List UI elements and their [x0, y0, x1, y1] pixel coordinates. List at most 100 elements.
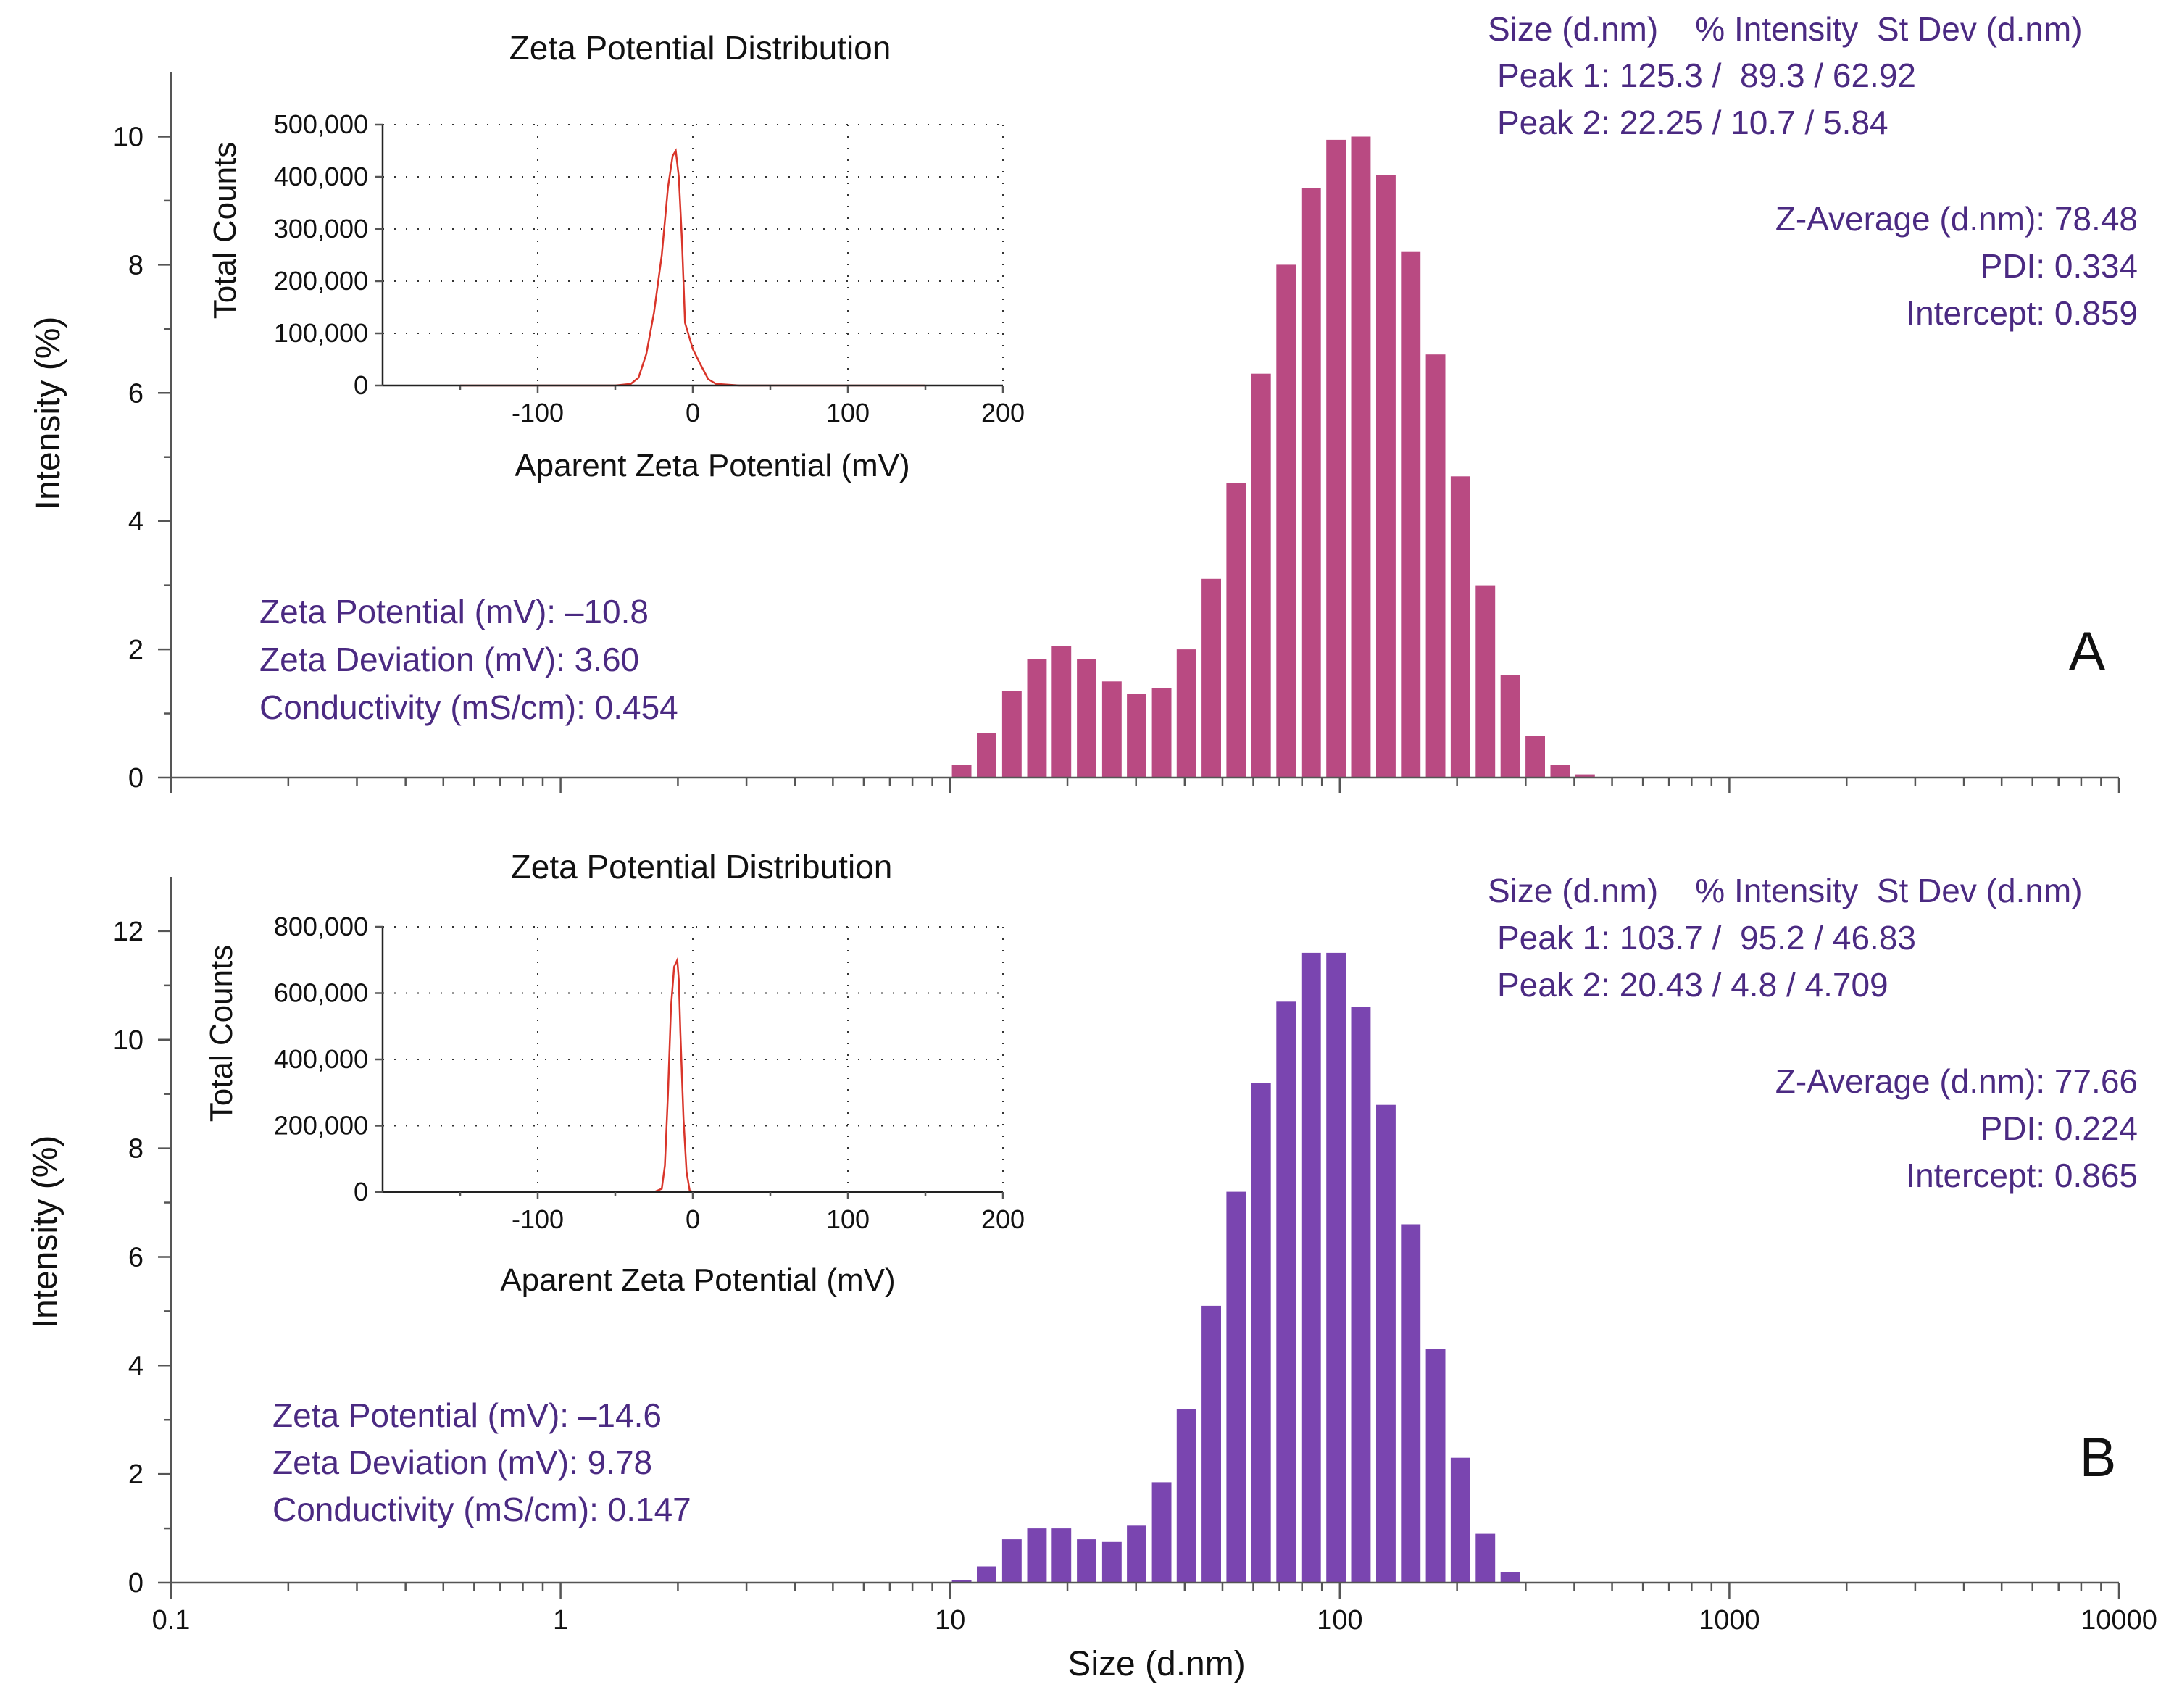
size-bar-a-14 — [1301, 188, 1321, 778]
x-tick-label: 100 — [1317, 1605, 1362, 1636]
inset-title-a: Zeta Potential Distribution — [509, 29, 891, 67]
inset-x-axis-title-b: Aparent Zeta Potential (mV) — [500, 1262, 895, 1298]
y-ticks-b: 0 2 4 6 8 10 12 — [113, 917, 171, 1599]
peak-stats-a: Size (d.nm) % Intensity St Dev (d.nm) Pe… — [1488, 10, 2138, 332]
size-bar-a-19 — [1425, 354, 1446, 778]
size-bar-a-2 — [1001, 691, 1022, 778]
size-bar-b-4 — [1051, 1528, 1072, 1583]
inset-x-tick-label-a: -100 — [512, 398, 564, 428]
z-average-a: Z-Average (d.nm): 78.48 — [1775, 200, 2138, 238]
inset-x-tick-label-a: 200 — [981, 398, 1025, 428]
inset-y-tick-label-a: 0 — [354, 370, 368, 400]
pdi-b: PDI: 0.224 — [1981, 1109, 2138, 1147]
zeta-summary-b: Zeta Potential (mV): –14.6 Zeta Deviatio… — [272, 1396, 691, 1528]
inset-x-ticks-b: -100 0 100 200 — [459, 1192, 1025, 1234]
inset-y-tick-label-b: 200,000 — [274, 1111, 368, 1141]
inset-line-b — [460, 956, 925, 1193]
size-bar-a-4 — [1051, 646, 1072, 778]
size-bar-b-20 — [1450, 1457, 1470, 1583]
size-bar-a-23 — [1525, 736, 1545, 778]
size-bar-b-5 — [1077, 1539, 1096, 1583]
y-axis-title-a: Intensity (%) — [29, 317, 67, 510]
inset-x-tick-label-b: 100 — [826, 1204, 870, 1234]
inset-y-tick-label-a: 500,000 — [274, 109, 368, 139]
inset-x-tick-label-b: 0 — [686, 1204, 700, 1234]
size-bar-b-12 — [1251, 1083, 1271, 1583]
inset-x-ticks-a: -100 0 100 200 — [459, 386, 1025, 428]
y-tick-label-b: 6 — [128, 1242, 143, 1272]
x-ticks-b: 0.1 1 10 100 1000 10000 — [152, 1583, 2157, 1636]
size-bar-a-17 — [1376, 175, 1396, 778]
z-average-b: Z-Average (d.nm): 77.66 — [1775, 1062, 2138, 1100]
x-tick-label: 10000 — [2081, 1605, 2157, 1636]
size-bar-b-10 — [1201, 1305, 1221, 1583]
x-ticks-a — [170, 778, 2120, 793]
inset-zeta-a: Zeta Potential Distribution 0 100,000 200,… — [207, 29, 1025, 483]
size-bar-a-7 — [1127, 694, 1146, 778]
y-tick-label-a: 4 — [128, 507, 143, 537]
y-ticks-a: 0 2 4 6 8 10 — [113, 122, 171, 793]
size-bar-a-24 — [1550, 765, 1570, 778]
size-bar-a-20 — [1450, 476, 1470, 778]
x-axis-title: Size (d.nm) — [1067, 1645, 1245, 1683]
inset-y-ticks-a: 0 100,000 200,000 300,000 400,000 500,000 — [274, 109, 383, 400]
peak-2-b: Peak 2: 20.43 / 4.8 / 4.709 — [1497, 966, 1888, 1004]
size-bar-a-21 — [1475, 585, 1496, 778]
size-bar-b-17 — [1376, 1104, 1396, 1583]
inset-x-tick-label-a: 0 — [686, 398, 700, 428]
y-tick-label-a: 2 — [128, 635, 143, 665]
x-tick-label: 1 — [553, 1605, 568, 1636]
inset-y-ticks-b: 0 200,000 400,000 600,000 800,000 — [274, 912, 383, 1207]
peak-stats-b: Size (d.nm) % Intensity St Dev (d.nm) Pe… — [1488, 872, 2138, 1194]
y-tick-label-a: 8 — [128, 250, 143, 280]
size-bar-b-1 — [977, 1566, 996, 1583]
panel-label-a: A — [2069, 621, 2106, 683]
x-tick-label: 1000 — [1699, 1605, 1760, 1636]
inset-y-tick-label-b: 600,000 — [274, 978, 368, 1008]
inset-y-tick-label-a: 200,000 — [274, 266, 368, 296]
inset-y-tick-label-a: 300,000 — [274, 214, 368, 243]
inset-grid-b — [383, 926, 1004, 1192]
inset-x-tick-label-a: 100 — [826, 398, 870, 428]
inset-title-b: Zeta Potential Distribution — [511, 848, 893, 886]
size-bar-b-14 — [1301, 952, 1321, 1583]
y-tick-label-b: 4 — [128, 1351, 143, 1381]
size-bar-a-15 — [1326, 139, 1346, 778]
inset-y-tick-label-b: 800,000 — [274, 912, 368, 941]
size-bar-b-8 — [1151, 1482, 1172, 1583]
inset-y-tick-label-a: 100,000 — [274, 318, 368, 348]
inset-y-axis-title-a: Total Counts — [207, 142, 243, 320]
inset-y-axis-title-b: Total Counts — [204, 945, 239, 1122]
intercept-b: Intercept: 0.865 — [1906, 1157, 2138, 1194]
inset-line-a — [460, 148, 925, 387]
zeta-potential-a: Zeta Potential (mV): –10.8 — [259, 593, 649, 630]
inset-y-tick-label-a: 400,000 — [274, 162, 368, 191]
size-bar-b-3 — [1027, 1528, 1047, 1583]
peak-2-a: Peak 2: 22.25 / 10.7 / 5.84 — [1497, 104, 1888, 141]
size-bar-a-1 — [977, 733, 996, 778]
size-bar-b-11 — [1226, 1191, 1246, 1583]
size-bar-b-18 — [1401, 1224, 1421, 1583]
size-bar-a-0 — [951, 765, 972, 778]
peak-1-b: Peak 1: 103.7 / 95.2 / 46.83 — [1497, 919, 1916, 957]
size-bar-b-19 — [1425, 1349, 1446, 1583]
stats-header-b: Size (d.nm) % Intensity St Dev (d.nm) — [1488, 872, 2083, 909]
size-bar-b-21 — [1475, 1533, 1496, 1583]
size-bar-b-0 — [951, 1580, 972, 1583]
size-bar-a-3 — [1027, 659, 1047, 778]
size-bar-b-15 — [1326, 952, 1346, 1583]
size-bar-a-8 — [1151, 688, 1172, 778]
size-bars-a — [951, 136, 1595, 778]
y-tick-label-b: 8 — [128, 1134, 143, 1165]
inset-zeta-b: Zeta Potential Distribution 0 200,000 400,… — [204, 848, 1025, 1298]
size-bar-a-16 — [1351, 136, 1371, 778]
panel-a: 0 2 4 6 8 10 Intensity (%) Zeta Potential Dis… — [29, 10, 2138, 793]
size-bar-b-16 — [1351, 1007, 1371, 1583]
inset-x-axis-title-a: Aparent Zeta Potential (mV) — [515, 448, 909, 483]
size-bar-a-22 — [1500, 675, 1520, 778]
zeta-potential-b: Zeta Potential (mV): –14.6 — [272, 1396, 662, 1434]
size-bar-a-13 — [1276, 264, 1296, 778]
y-tick-label-b: 12 — [113, 917, 143, 947]
size-bar-b-2 — [1001, 1539, 1022, 1583]
